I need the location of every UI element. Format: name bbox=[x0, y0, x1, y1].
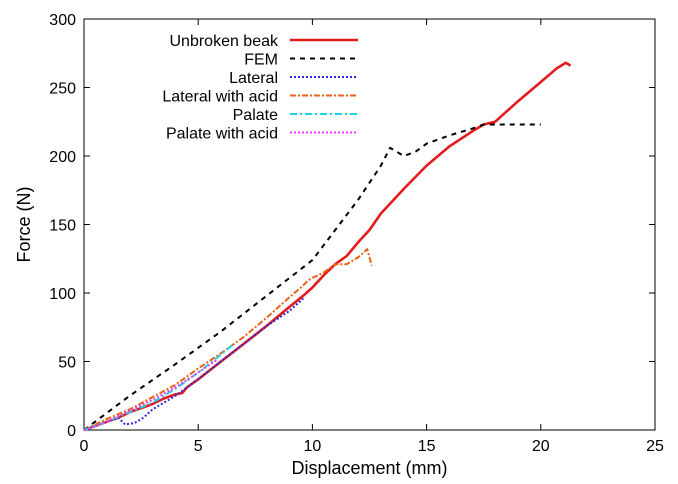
axis-ticks bbox=[83, 18, 656, 431]
series-line-fem bbox=[83, 123, 541, 431]
series-line-lateral-with-acid bbox=[83, 248, 373, 431]
series-line-palate-with-acid bbox=[83, 359, 218, 431]
series-line-palate bbox=[83, 344, 234, 431]
legend-label: Palate bbox=[233, 107, 278, 124]
x-axis-label: Displacement (mm) bbox=[291, 458, 447, 478]
legend-label: Lateral with acid bbox=[162, 89, 278, 106]
y-tick-label: 150 bbox=[49, 218, 76, 235]
x-tick-label: 15 bbox=[418, 438, 436, 455]
x-tick-label: 5 bbox=[194, 438, 203, 455]
y-tick-label: 200 bbox=[49, 149, 76, 166]
y-tick-label: 100 bbox=[49, 286, 76, 303]
series-line-unbroken-beak bbox=[83, 61, 572, 432]
legend-label: Palate with acid bbox=[166, 126, 278, 143]
x-tick-label: 0 bbox=[80, 438, 89, 455]
y-tick-label: 300 bbox=[49, 12, 76, 29]
series-group bbox=[83, 61, 572, 432]
plot-frame bbox=[83, 18, 656, 431]
series-line-lateral bbox=[83, 297, 304, 431]
y-tick-label: 0 bbox=[67, 423, 76, 440]
legend-label: FEM bbox=[244, 52, 278, 69]
legend-label: Unbroken beak bbox=[169, 33, 279, 50]
x-tick-label: 10 bbox=[304, 438, 322, 455]
y-axis-label: Force (N) bbox=[14, 187, 34, 263]
legend-label: Lateral bbox=[229, 70, 278, 87]
y-tick-label: 50 bbox=[58, 355, 76, 372]
x-tick-label: 20 bbox=[532, 438, 550, 455]
y-tick-label: 250 bbox=[49, 81, 76, 98]
x-tick-label: 25 bbox=[646, 438, 664, 455]
